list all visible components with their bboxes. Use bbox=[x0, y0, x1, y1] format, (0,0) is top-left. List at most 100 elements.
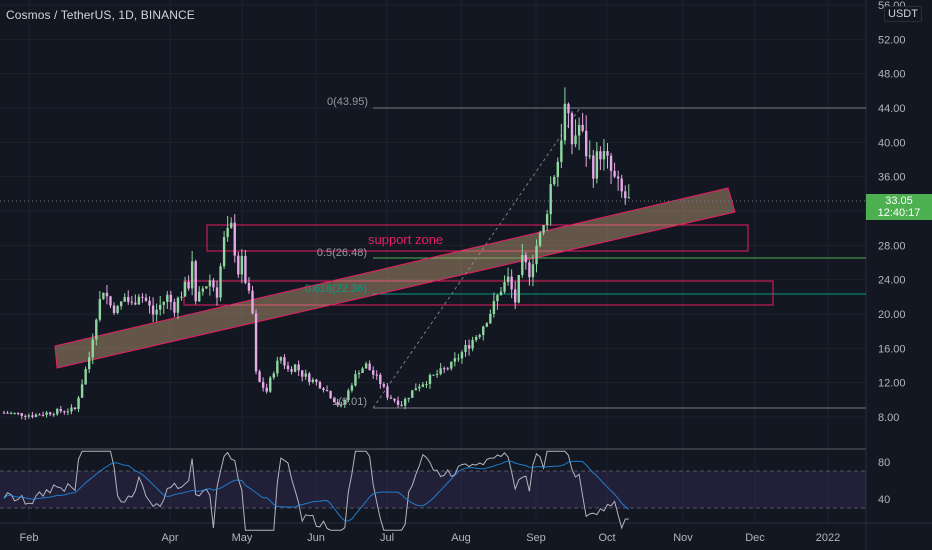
candle-body bbox=[517, 274, 520, 303]
candle-body bbox=[588, 155, 591, 157]
candle-body bbox=[545, 214, 549, 226]
candle-body bbox=[91, 339, 94, 358]
candle-body bbox=[524, 255, 528, 263]
price-tick: 48.00 bbox=[878, 69, 906, 81]
candle-body bbox=[31, 415, 34, 417]
candle-body bbox=[471, 340, 474, 349]
candle-body bbox=[198, 291, 201, 302]
price-tick: 36.00 bbox=[878, 172, 906, 184]
candle-body bbox=[219, 266, 222, 298]
price-tick: 52.00 bbox=[878, 34, 906, 46]
candle-body bbox=[27, 415, 31, 417]
candle-body bbox=[340, 404, 343, 406]
candle-body bbox=[56, 409, 59, 415]
candle-body bbox=[95, 319, 98, 340]
candle-body bbox=[535, 245, 538, 265]
price-tick: 8.00 bbox=[878, 412, 899, 424]
candle-body bbox=[190, 261, 194, 289]
rsi-line[interactable] bbox=[3, 450, 629, 531]
candle-body bbox=[418, 386, 421, 389]
candle-body bbox=[187, 281, 190, 289]
candle-body bbox=[453, 358, 457, 362]
time-tick: May bbox=[232, 532, 253, 544]
chart-title[interactable]: Cosmos / TetherUS, 1D, BINANCE bbox=[6, 8, 195, 22]
candle-body bbox=[123, 297, 126, 302]
candle-body bbox=[304, 373, 307, 377]
candle-body bbox=[297, 364, 300, 371]
candle-body bbox=[176, 297, 180, 313]
time-tick: Apr bbox=[161, 532, 178, 544]
support-zone-label[interactable]: support zone bbox=[368, 232, 443, 247]
candle-body bbox=[41, 414, 45, 416]
time-tick: Jun bbox=[307, 532, 325, 544]
candles bbox=[2, 87, 630, 420]
time-tick: Jul bbox=[380, 532, 394, 544]
current-price-tag-bg bbox=[866, 194, 932, 220]
candle-body bbox=[329, 391, 332, 399]
candle-body bbox=[233, 222, 236, 256]
candle-body bbox=[180, 296, 183, 298]
time-tick: Sep bbox=[526, 532, 546, 544]
candle-body bbox=[531, 264, 535, 278]
candle-body bbox=[613, 170, 616, 177]
candle-body bbox=[492, 301, 496, 314]
time-tick: 2022 bbox=[816, 532, 840, 544]
candle-body bbox=[627, 197, 630, 199]
candle-body bbox=[386, 386, 389, 398]
candle-body bbox=[528, 262, 531, 278]
rsi-ma-line[interactable] bbox=[3, 460, 630, 522]
candle-body bbox=[9, 412, 13, 414]
candle-body bbox=[354, 374, 357, 386]
candle-body bbox=[2, 412, 6, 414]
candle-body bbox=[400, 404, 403, 406]
candle-body bbox=[411, 390, 414, 398]
candle-body bbox=[212, 280, 215, 288]
rsi-tick-80: 80 bbox=[878, 457, 890, 469]
candle-body bbox=[503, 282, 506, 292]
candle-body bbox=[414, 388, 417, 391]
time-tick: Feb bbox=[20, 532, 39, 544]
candle-body bbox=[432, 374, 435, 376]
candle-body bbox=[215, 287, 219, 298]
candle-body bbox=[315, 379, 318, 382]
fib-trend-line[interactable] bbox=[372, 107, 581, 409]
candle-body bbox=[428, 375, 432, 384]
candle-body bbox=[585, 130, 588, 157]
candle-body bbox=[59, 409, 62, 412]
candle-body bbox=[73, 407, 77, 409]
candle-body bbox=[478, 334, 481, 337]
candle-body bbox=[364, 363, 368, 369]
candle-body bbox=[208, 280, 212, 287]
candle-body bbox=[261, 381, 265, 388]
candle-body bbox=[396, 400, 400, 405]
candle-body bbox=[283, 357, 286, 366]
price-axis-bg[interactable] bbox=[866, 0, 932, 550]
candle-body bbox=[521, 255, 524, 275]
candle-body bbox=[556, 161, 559, 177]
candle-body bbox=[20, 413, 23, 416]
candle-body bbox=[616, 176, 620, 179]
candle-body bbox=[130, 301, 133, 303]
candle-body bbox=[222, 237, 226, 267]
candle-body bbox=[66, 411, 70, 413]
price-tick: 20.00 bbox=[878, 309, 906, 321]
candle-body bbox=[166, 294, 169, 302]
price-tick: 44.00 bbox=[878, 103, 906, 115]
candle-body bbox=[474, 336, 478, 341]
current-price-label: 33.05 bbox=[885, 195, 913, 207]
candle-body bbox=[102, 292, 105, 300]
candle-body bbox=[624, 191, 627, 199]
candle-body bbox=[240, 255, 244, 275]
candle-body bbox=[24, 415, 27, 417]
candle-body bbox=[350, 385, 354, 391]
candle-body bbox=[162, 301, 165, 305]
candle-body bbox=[244, 255, 247, 283]
support-zone-box-upper[interactable] bbox=[206, 224, 749, 252]
candle-body bbox=[38, 414, 41, 416]
quote-currency-badge[interactable]: USDT bbox=[884, 6, 922, 22]
rising-channel[interactable] bbox=[54, 187, 736, 369]
candle-body bbox=[606, 151, 609, 156]
candle-body bbox=[318, 381, 322, 389]
candle-body bbox=[226, 227, 229, 238]
